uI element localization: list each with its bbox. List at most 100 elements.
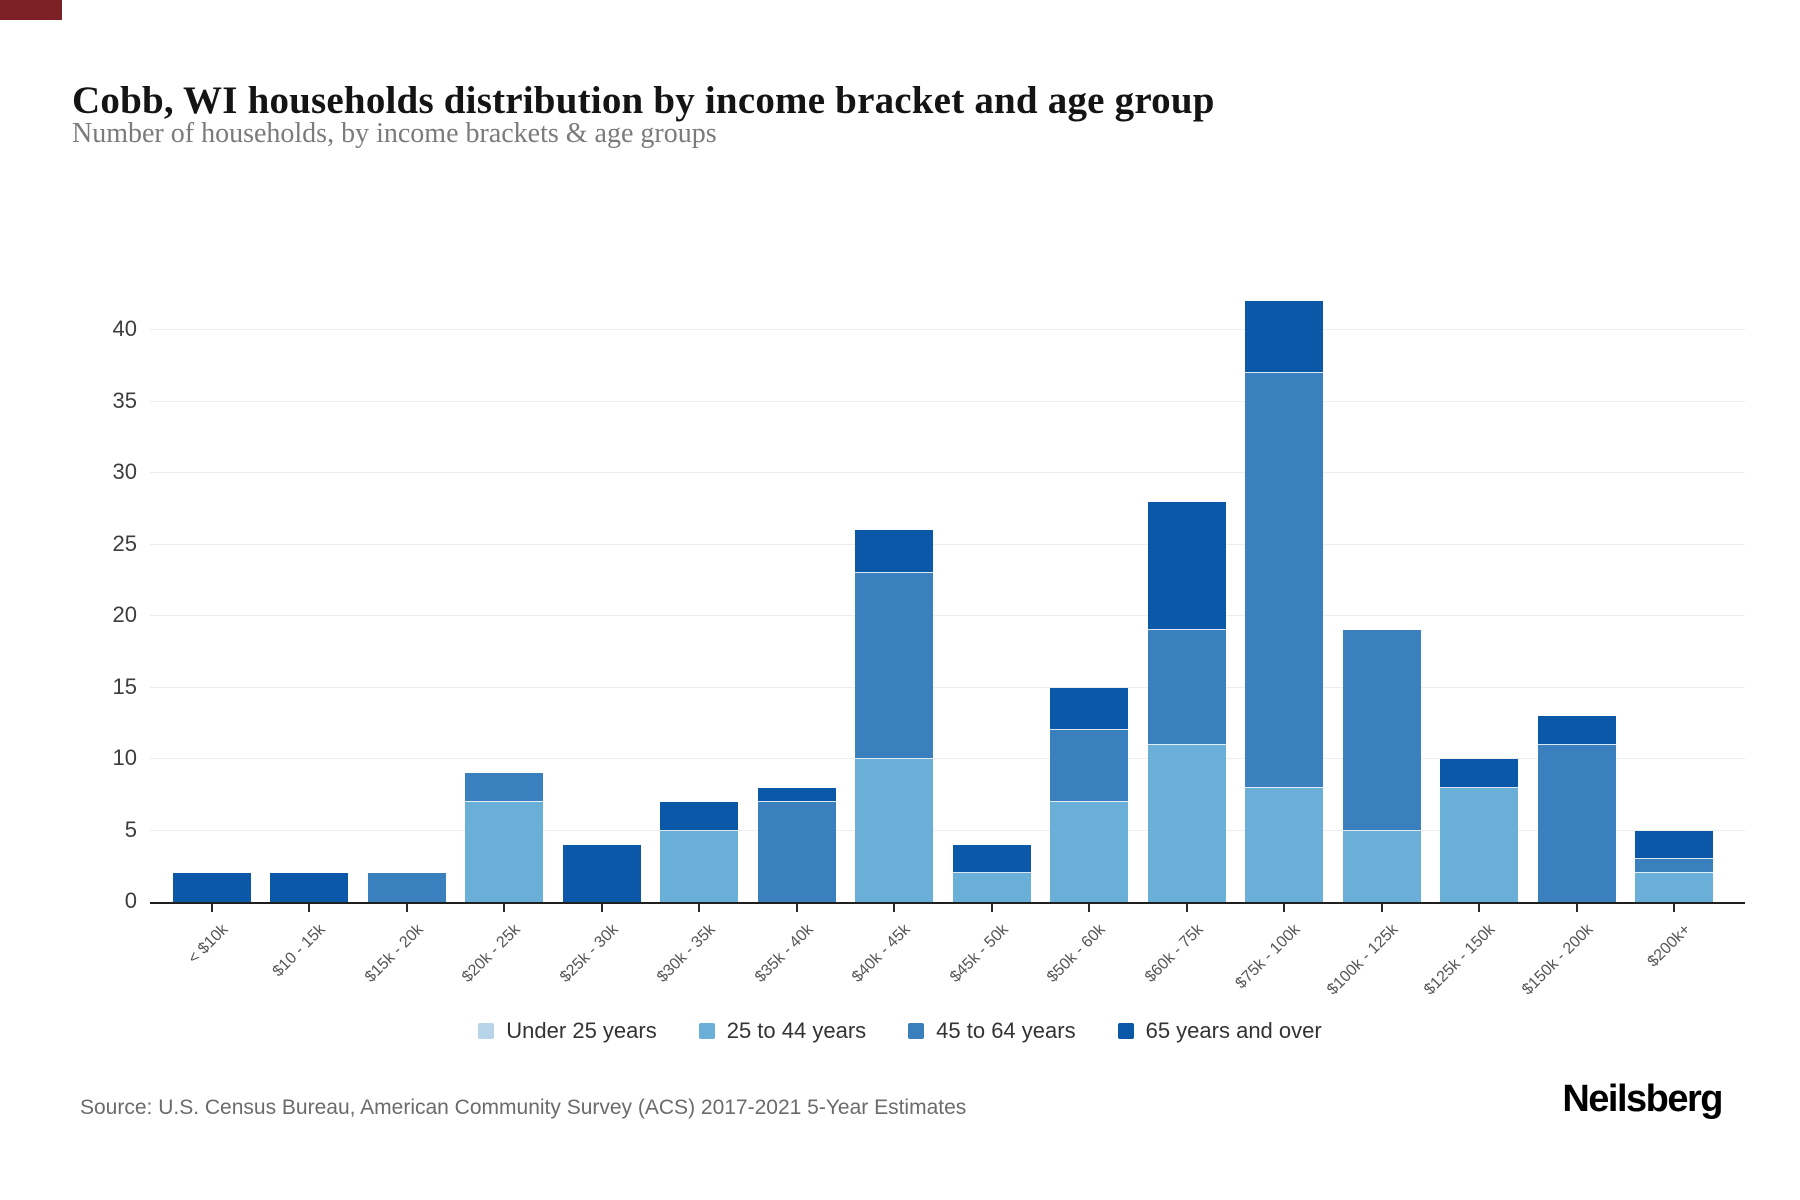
bar-segment[interactable] (1147, 630, 1226, 745)
bar-$125k - 150k (1440, 255, 1518, 902)
x-axis-tick (503, 904, 505, 912)
x-axis-tick (1185, 904, 1188, 912)
legend-item-under-25-years[interactable]: Under 25 years (478, 1018, 657, 1044)
gridline-30 (150, 472, 1745, 473)
x-axis-tick (405, 904, 408, 912)
x-axis-tick (990, 904, 993, 912)
bar-$25k - 30k (562, 255, 641, 902)
x-tick-label: $10 - 15k (269, 921, 330, 981)
y-axis-labels: 0 5 10 15 20 25 30 35 40 (55, 255, 137, 912)
gridline-35 (150, 400, 1745, 402)
x-tick-label: $45k - 50k (946, 921, 1012, 986)
bar-$200k+ (1635, 255, 1713, 902)
bar-$15k - 20k (367, 255, 446, 902)
bar-segment[interactable] (1440, 787, 1518, 902)
bar-segment[interactable] (367, 873, 446, 902)
gridline-15 (150, 686, 1745, 688)
bar-segment[interactable] (1147, 744, 1226, 902)
x-axis-tick (1088, 904, 1090, 912)
legend-item-25-to-44-years[interactable]: 25 to 44 years (698, 1018, 866, 1044)
bar-segment[interactable] (172, 873, 251, 902)
bar-segment[interactable] (1147, 501, 1226, 631)
x-tick-label: < $10k (185, 921, 232, 968)
bar-$40k - 45k (855, 255, 933, 902)
x-axis-tick (600, 904, 603, 912)
x-tick-label: $15k - 20k (361, 921, 427, 986)
x-axis-tick (795, 904, 798, 912)
bar-segment[interactable] (1440, 759, 1518, 788)
x-axis-tick (308, 904, 310, 912)
legend-swatch-icon (1117, 1023, 1134, 1039)
bar-segment[interactable] (465, 801, 543, 902)
bar-segment[interactable] (1537, 744, 1616, 902)
chart-subtitle: Number of households, by income brackets… (72, 118, 717, 149)
bar-$45k - 50k (952, 255, 1031, 902)
y-tick-label-35: 35 (112, 387, 137, 413)
y-tick-label-25: 25 (112, 530, 137, 556)
bar-$150k - 200k (1537, 255, 1616, 902)
bar-$50k - 60k (1050, 255, 1128, 902)
bar-segment[interactable] (660, 801, 738, 831)
gridline-40 (150, 329, 1745, 330)
bar-segment[interactable] (1537, 716, 1616, 745)
bar-segment[interactable] (1050, 730, 1128, 802)
legend-item-45-to-64-years[interactable]: 45 to 64 years (908, 1018, 1076, 1044)
bar-$20k - 25k (465, 255, 543, 902)
bar-segment[interactable] (1342, 830, 1421, 902)
bar-segment[interactable] (1245, 787, 1323, 902)
bar-segment[interactable] (855, 530, 933, 574)
legend-item-65-years-and-over[interactable]: 65 years and over (1117, 1018, 1322, 1044)
bar-$35k - 40k (757, 255, 836, 902)
x-axis-tick (698, 904, 700, 912)
plot-area: < $10k $10 - 15k $15k - 20k $20k - 25k $25k … (150, 255, 1745, 998)
bar-segment[interactable] (952, 844, 1031, 874)
bar-segment[interactable] (1050, 801, 1128, 902)
x-tick-label: $50k - 60k (1044, 921, 1110, 986)
x-tick-label: $60k - 75k (1141, 921, 1207, 986)
gridline-5 (150, 829, 1745, 831)
x-tick-label: $100k - 125k (1324, 921, 1402, 999)
x-axis-tick (1380, 904, 1383, 912)
x-tick-label: $20k - 25k (459, 921, 525, 986)
bar-segment[interactable] (1635, 873, 1713, 902)
x-axis-tick (1673, 904, 1675, 912)
x-tick-label: $200k+ (1644, 921, 1695, 971)
x-axis-tick (1478, 904, 1480, 912)
bar-segment[interactable] (465, 773, 543, 802)
source-text: Source: U.S. Census Bureau, American Com… (80, 1096, 967, 1119)
bar-segment[interactable] (1050, 687, 1128, 731)
y-tick-label-5: 5 (124, 816, 137, 842)
x-tick-label: $150k - 200k (1519, 921, 1597, 999)
bar-segment[interactable] (855, 573, 933, 759)
legend-swatch-icon (698, 1023, 715, 1039)
bar-segment[interactable] (1245, 301, 1323, 373)
y-tick-label-20: 20 (112, 602, 137, 627)
legend-label: 45 to 64 years (936, 1018, 1076, 1043)
neilsberg-logo: Neilsberg (1562, 1078, 1723, 1120)
y-tick-label-10: 10 (112, 745, 137, 770)
bar-< $10k (172, 255, 251, 902)
x-tick-label: $25k - 30k (556, 921, 622, 986)
gridline-20 (150, 615, 1745, 616)
bar-segment[interactable] (1635, 859, 1713, 874)
bar-segment[interactable] (1245, 372, 1323, 788)
x-tick-label: $40k - 45k (849, 921, 915, 986)
plot-wrap: < $10k $10 - 15k $15k - 20k $20k - 25k $25k … (150, 255, 1745, 998)
bar-segment[interactable] (952, 873, 1031, 902)
bar-segment[interactable] (757, 787, 836, 802)
bar-segment[interactable] (270, 873, 348, 902)
bar-$10 - 15k (270, 255, 348, 902)
x-tick-label: $35k - 40k (751, 921, 817, 986)
y-tick-label-15: 15 (112, 673, 137, 699)
chart-title: Cobb, WI households distribution by inco… (72, 79, 1215, 123)
bar-$75k - 100k (1245, 255, 1323, 902)
y-tick-label-40: 40 (112, 316, 137, 341)
bar-segment[interactable] (1342, 630, 1421, 831)
bar-segment[interactable] (1635, 830, 1713, 860)
bar-segment[interactable] (855, 759, 933, 902)
x-axis-tick (1283, 904, 1285, 912)
legend-label: Under 25 years (506, 1018, 657, 1043)
bar-segment[interactable] (660, 830, 738, 902)
bar-segment[interactable] (562, 844, 641, 902)
bar-segment[interactable] (757, 801, 836, 902)
